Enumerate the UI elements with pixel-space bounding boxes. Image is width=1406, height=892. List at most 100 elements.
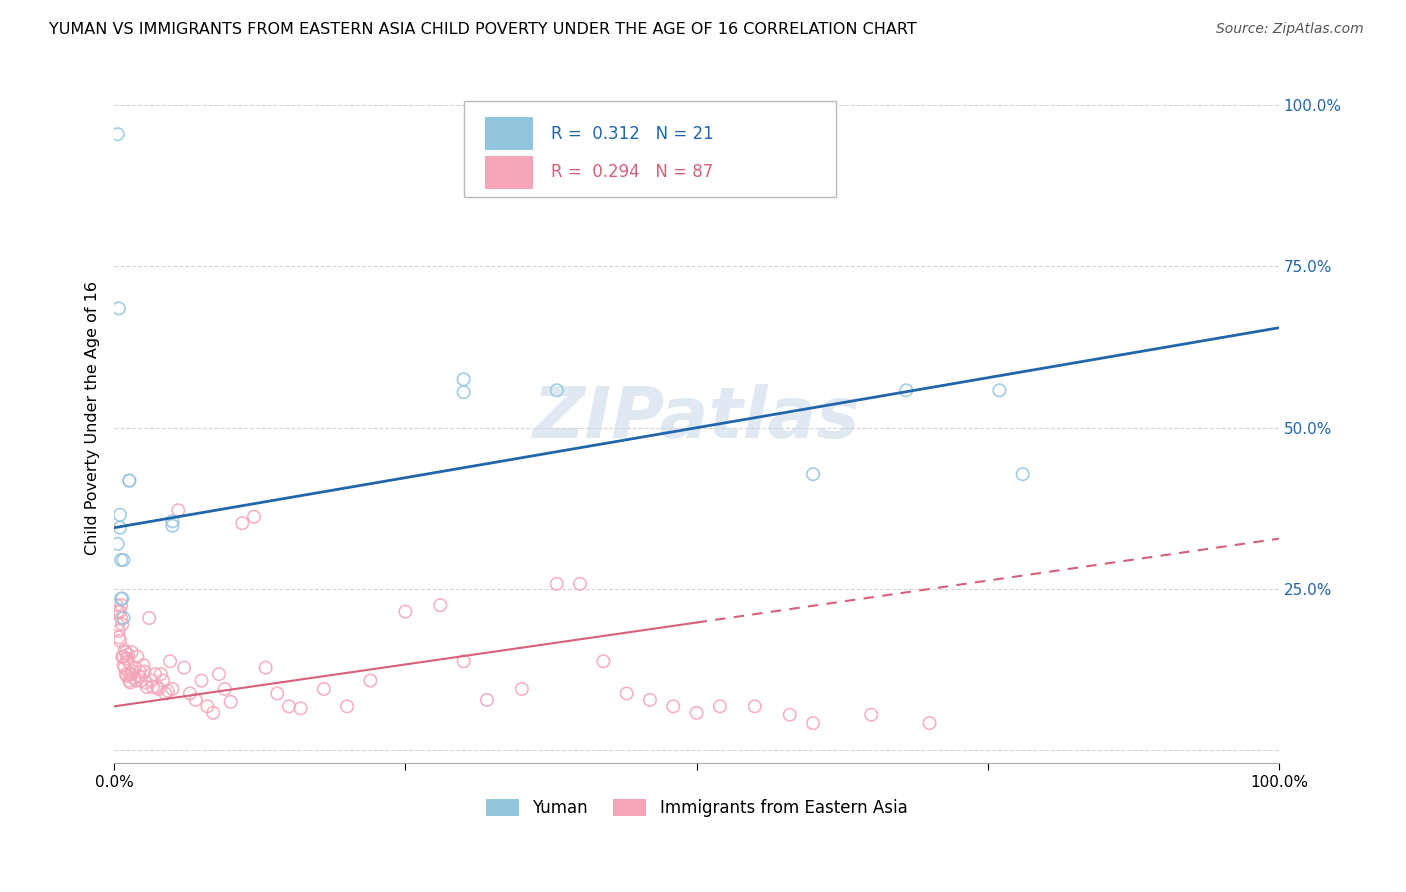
Point	[143, 667, 166, 681]
Point	[134, 665, 156, 679]
Point	[142, 680, 165, 694]
Point	[128, 665, 150, 679]
Point	[616, 686, 638, 700]
Point	[107, 617, 129, 632]
Point	[290, 701, 312, 715]
Point	[108, 633, 131, 648]
Point	[108, 605, 131, 619]
Text: Source: ZipAtlas.com: Source: ZipAtlas.com	[1216, 22, 1364, 37]
Point	[108, 508, 131, 522]
Text: R =  0.294   N = 87: R = 0.294 N = 87	[551, 163, 713, 181]
Point	[801, 467, 824, 482]
Point	[155, 686, 177, 700]
Point	[394, 605, 416, 619]
Point	[162, 681, 184, 696]
Point	[107, 537, 129, 551]
FancyBboxPatch shape	[485, 156, 533, 189]
Point	[744, 699, 766, 714]
Point	[114, 667, 136, 681]
Point	[118, 673, 141, 688]
Point	[114, 661, 136, 675]
Point	[108, 521, 131, 535]
Point	[129, 673, 152, 688]
Point	[124, 661, 146, 675]
Point	[112, 658, 135, 673]
Point	[111, 617, 134, 632]
Point	[121, 665, 143, 679]
Point	[118, 474, 141, 488]
Point	[231, 516, 253, 531]
Point	[359, 673, 381, 688]
Point	[108, 631, 131, 645]
Point	[132, 658, 155, 673]
Point	[592, 654, 614, 668]
Point	[127, 649, 149, 664]
Point	[108, 301, 131, 316]
Point	[146, 680, 169, 694]
Point	[110, 591, 132, 606]
Point	[662, 699, 685, 714]
Point	[112, 611, 135, 625]
Point	[107, 128, 129, 142]
Point	[266, 686, 288, 700]
FancyBboxPatch shape	[464, 101, 837, 197]
Point	[860, 707, 883, 722]
Point	[121, 667, 143, 681]
Point	[312, 681, 335, 696]
Point	[202, 706, 225, 720]
Point	[118, 474, 141, 488]
Point	[685, 706, 707, 720]
Point	[121, 645, 143, 659]
Point	[107, 605, 129, 619]
Point	[112, 553, 135, 567]
Point	[569, 577, 592, 591]
Text: ZIPatlas: ZIPatlas	[533, 384, 860, 452]
Point	[453, 372, 475, 386]
Point	[135, 680, 157, 694]
Point	[918, 716, 941, 731]
Point	[156, 684, 179, 698]
Point	[709, 699, 731, 714]
Point	[120, 675, 142, 690]
Point	[336, 699, 359, 714]
Point	[475, 693, 498, 707]
Point	[214, 681, 236, 696]
Point	[254, 661, 277, 675]
Point	[190, 673, 212, 688]
Point	[988, 384, 1011, 398]
Point	[115, 651, 138, 665]
Point	[105, 598, 128, 612]
Point	[184, 693, 207, 707]
Y-axis label: Child Poverty Under the Age of 16: Child Poverty Under the Age of 16	[86, 281, 100, 555]
Legend: Yuman, Immigrants from Eastern Asia: Yuman, Immigrants from Eastern Asia	[479, 792, 914, 824]
Point	[149, 667, 172, 681]
Point	[429, 598, 451, 612]
Point	[114, 645, 136, 659]
FancyBboxPatch shape	[485, 117, 533, 150]
Point	[277, 699, 299, 714]
Point	[152, 673, 174, 688]
Point	[111, 591, 134, 606]
Point	[896, 384, 918, 398]
Point	[801, 716, 824, 731]
Point	[141, 673, 163, 688]
Text: YUMAN VS IMMIGRANTS FROM EASTERN ASIA CHILD POVERTY UNDER THE AGE OF 16 CORRELAT: YUMAN VS IMMIGRANTS FROM EASTERN ASIA CH…	[49, 22, 917, 37]
Point	[110, 598, 132, 612]
Point	[546, 577, 568, 591]
Point	[115, 669, 138, 683]
Point	[195, 699, 218, 714]
Point	[173, 661, 195, 675]
Point	[179, 686, 201, 700]
Point	[135, 675, 157, 690]
Point	[453, 385, 475, 400]
Point	[128, 669, 150, 683]
Point	[453, 654, 475, 668]
Point	[148, 681, 170, 696]
Point	[138, 611, 160, 625]
Point	[111, 649, 134, 664]
Point	[510, 681, 533, 696]
Point	[546, 384, 568, 398]
Point	[219, 695, 242, 709]
Point	[162, 518, 184, 533]
Point	[159, 654, 181, 668]
